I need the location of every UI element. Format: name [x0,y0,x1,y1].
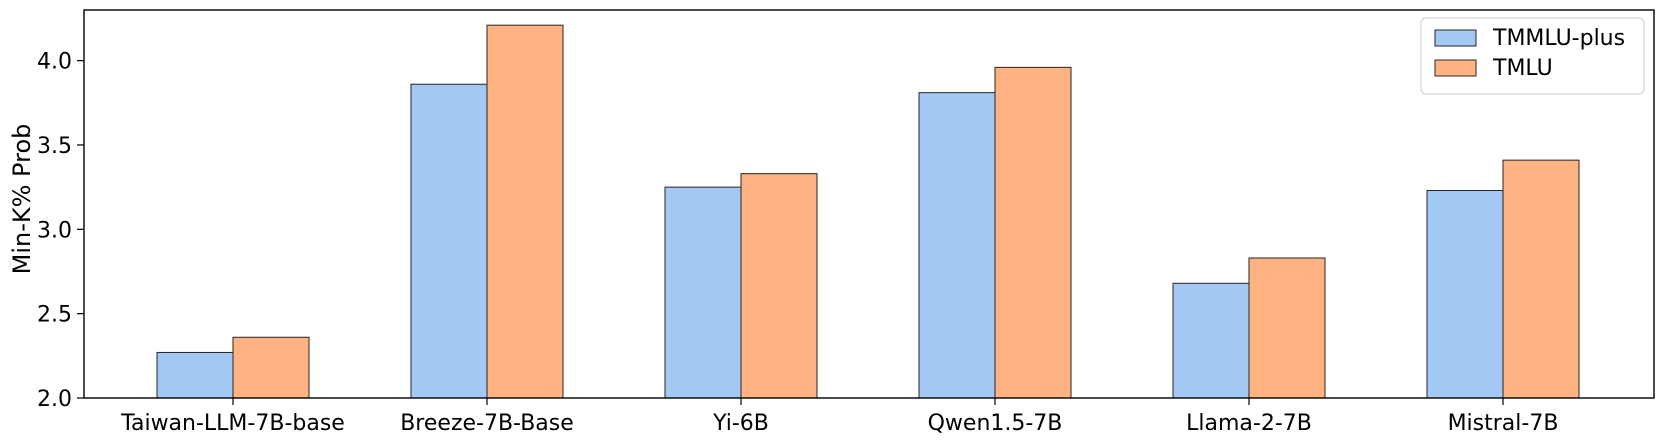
bar-tmlu [1502,159,1580,399]
bar-tmlu [232,336,310,399]
legend-swatch-tmlu [1434,59,1477,77]
bar-tmmlu-plus [410,83,488,399]
bar-tmlu [740,173,818,399]
bar-tmlu [486,24,564,399]
legend-label-tmlu: TMLU [1492,56,1553,81]
bar-tmmlu-plus [918,92,996,399]
legend-swatch-tmmlu-plus [1434,29,1477,47]
bar-tmmlu-plus [1426,190,1504,399]
x-tick-label: Breeze-7B-Base [400,411,574,436]
legend-label-tmmlu-plus: TMMLU-plus [1492,26,1625,51]
x-axis: Taiwan-LLM-7B-base Breeze-7B-Base Yi-6B Qwe… [120,398,1558,436]
x-tick-label: Llama-2-7B [1186,411,1312,436]
bars-group [156,24,1580,399]
bar-tmmlu-plus [156,351,234,399]
legend-box [1420,17,1645,95]
x-tick-label: Yi-6B [712,411,769,436]
y-tick-label: 4.0 [37,50,72,75]
x-tick-label: Taiwan-LLM-7B-base [120,411,345,436]
plot-frame [83,9,1655,399]
y-tick-label: 3.5 [37,134,72,159]
bar-tmlu [1248,257,1326,399]
x-tick-label: Mistral-7B [1448,411,1559,436]
x-tick-label: Qwen1.5-7B [928,411,1063,436]
y-axis-label: Min-K% Prob [8,124,36,275]
y-tick-label: 3.0 [37,218,72,243]
y-tick-label: 2.0 [37,387,72,412]
bar-tmmlu-plus [664,186,742,399]
bar-tmlu [994,66,1072,399]
legend: TMMLU-plus TMLU [1420,17,1645,95]
y-axis: 2.0 2.5 3.0 3.5 4.0 [37,50,84,412]
bar-tmmlu-plus [1172,282,1250,399]
y-tick-label: 2.5 [37,303,72,328]
